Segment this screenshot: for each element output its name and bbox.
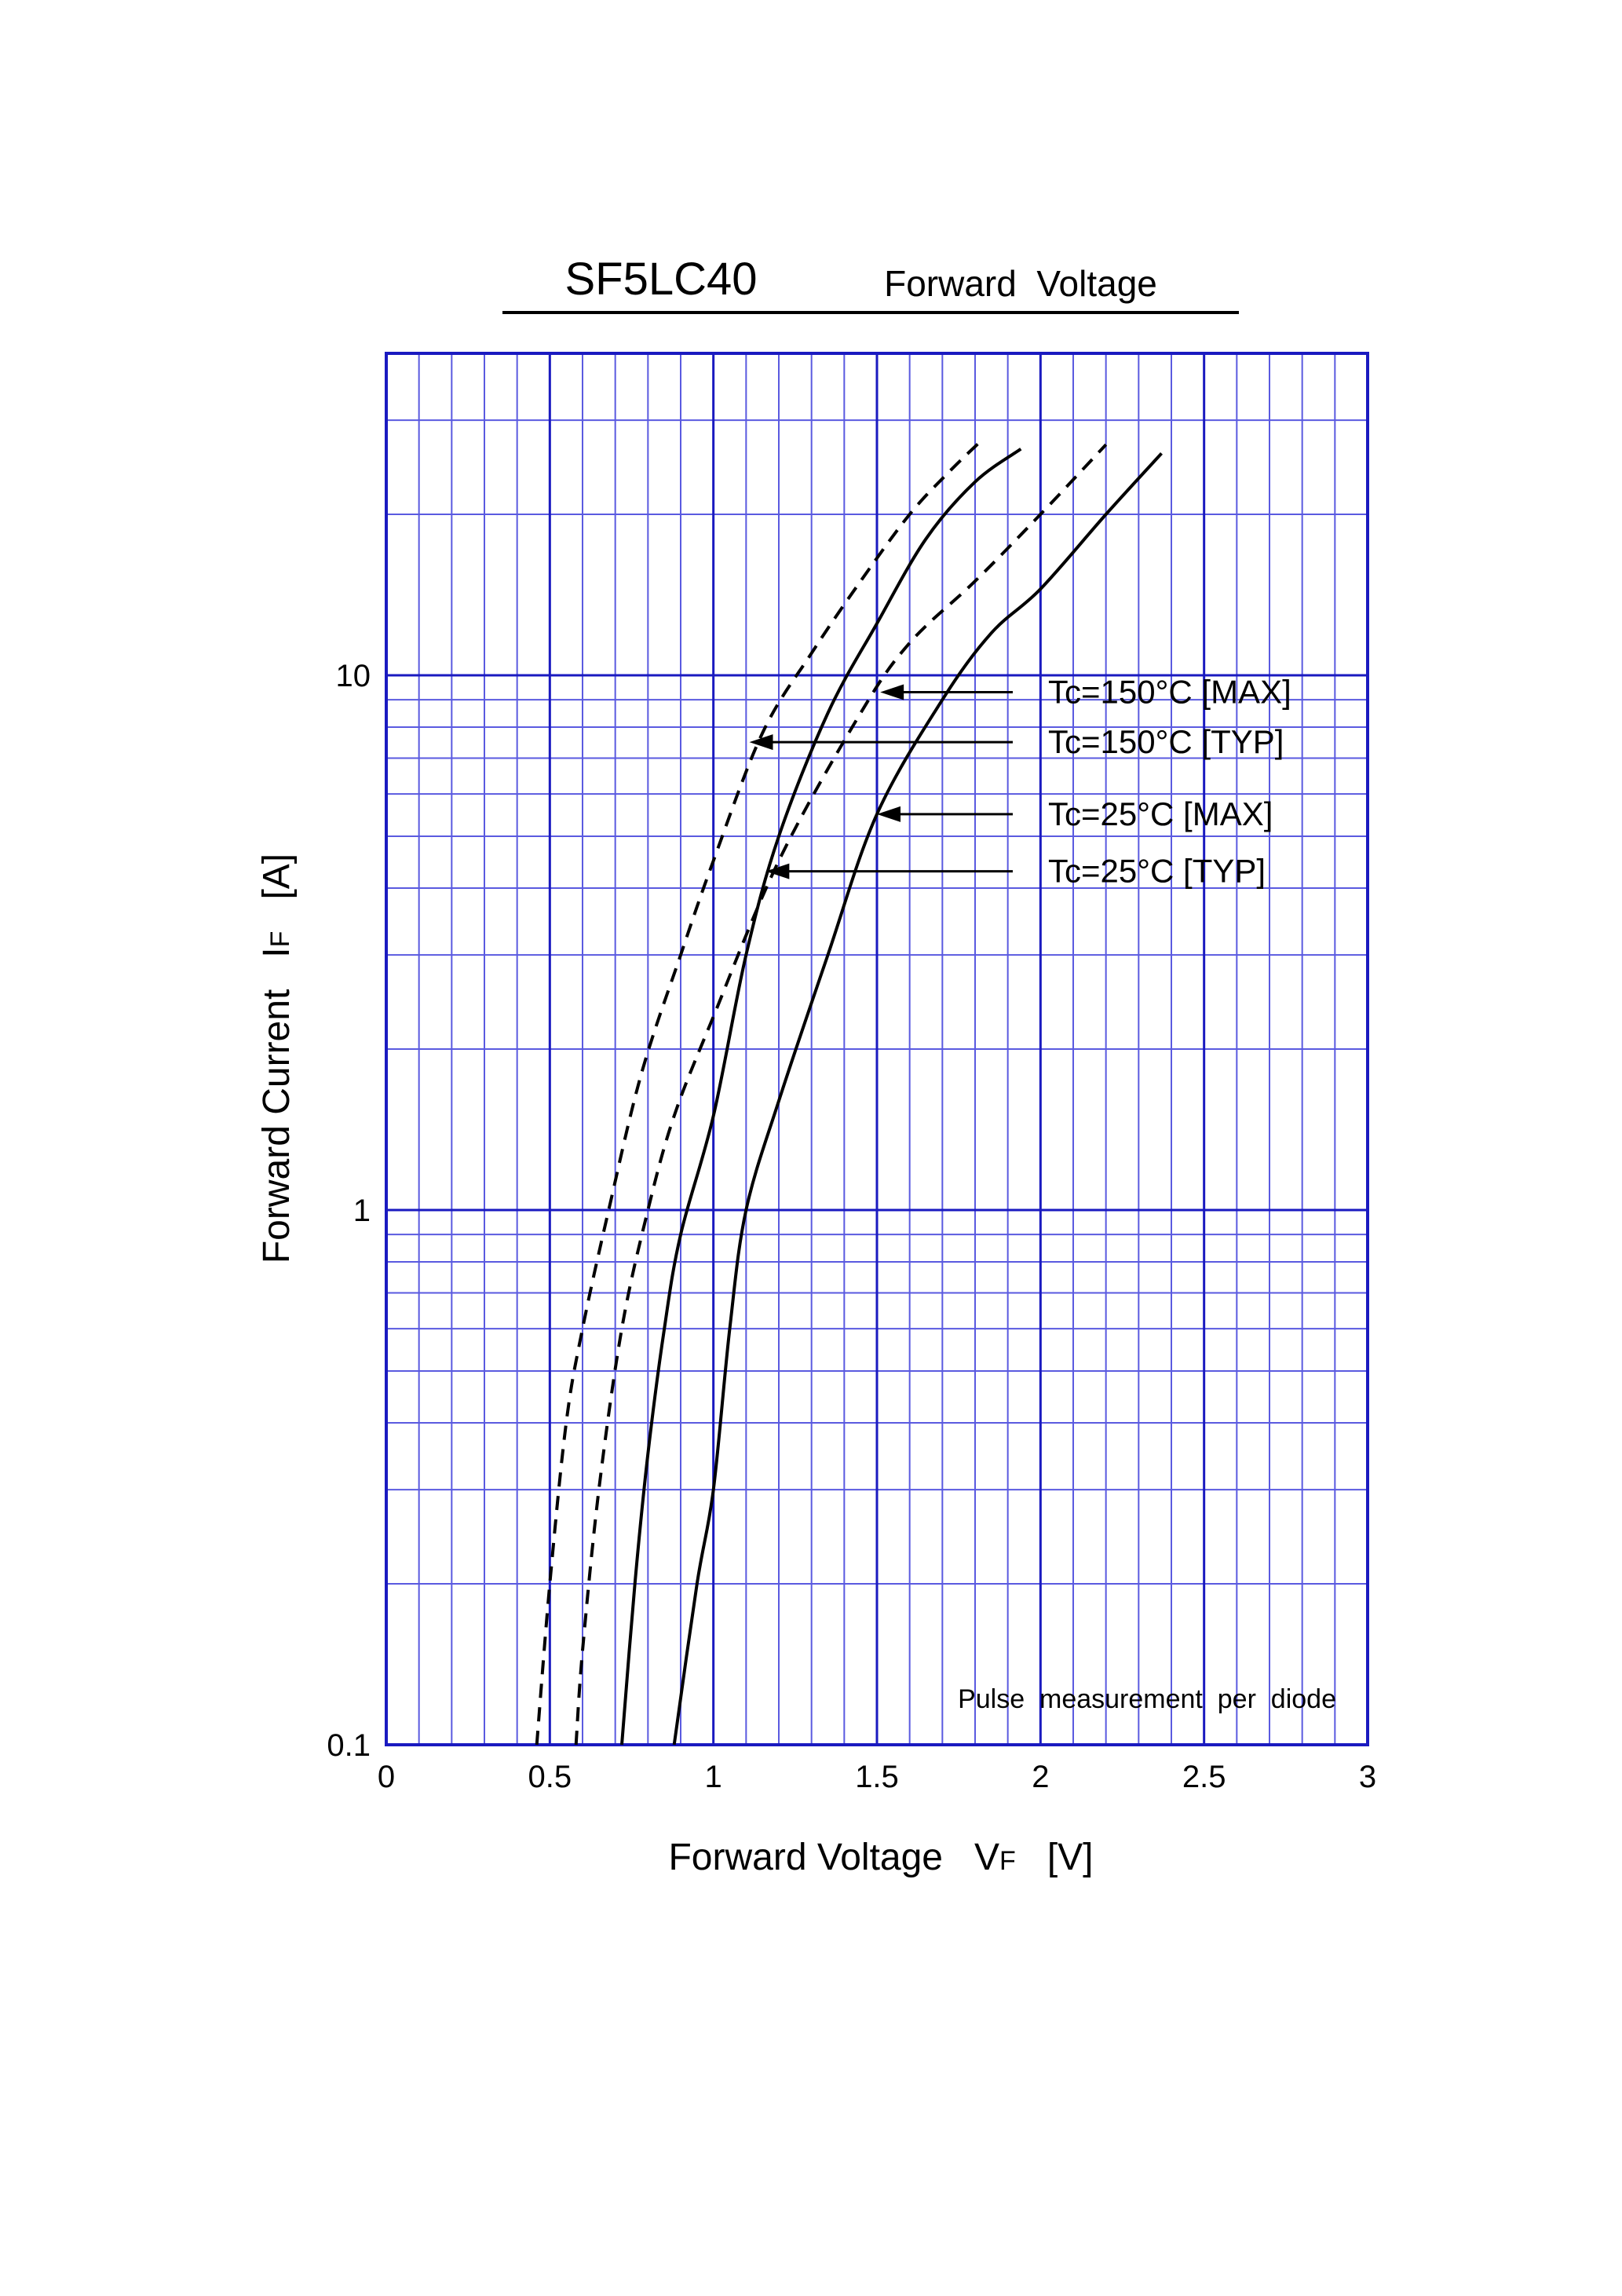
x-axis-label: Forward Voltage VF [V] [668,1837,1093,1878]
callout-arrow-head [880,684,904,700]
x-axis-unit: [V] [1047,1837,1094,1878]
y-tick-label: 10 [336,659,371,693]
y-axis-symbol: I [256,947,298,957]
series-line-tc-25-c-max [672,452,1163,1746]
series-callouts: Tc=150°C [TYP] Tc=150°C [MAX] Tc=25°C [MAX… [749,673,1291,890]
callout-arrow-head [877,806,901,822]
y-axis-subscript: F [265,931,295,948]
x-tick-label: 0.5 [528,1760,572,1794]
callout-arrow-head [749,734,773,751]
x-tick-label: 3 [1359,1760,1376,1794]
x-tick-label: 2.5 [1182,1760,1226,1794]
x-axis-subscript: F [999,1846,1016,1876]
grid-major [386,353,1368,1745]
series-line-tc-25-c-typ [620,448,1022,1746]
pulse-note: Pulse measurement per diode [958,1684,1336,1714]
x-tick-label: 1.5 [855,1760,899,1794]
series-line-tc-150-c-typ [535,439,983,1746]
y-axis-label-text: Forward Current [256,989,298,1263]
series-label: Tc=150°C [TYP] [1048,723,1284,760]
callout-arrow-head [765,863,790,879]
y-axis-label: Forward Current IF [A] [256,854,298,1263]
series-line-tc-150-c-max [574,443,1108,1746]
x-tick-label: 2 [1032,1760,1049,1794]
series-label: Tc=150°C [MAX] [1048,673,1291,710]
x-axis-symbol: V [974,1837,999,1878]
plot-frame [385,352,1369,1746]
y-axis-unit: [A] [256,854,298,900]
x-tick-label: 0 [378,1760,395,1794]
x-axis-label-text: Forward Voltage [668,1837,943,1878]
series-label: Tc=25°C [TYP] [1048,853,1266,890]
series-label: Tc=25°C [MAX] [1048,795,1273,832]
series-curves [535,439,1163,1746]
x-tick-label: 1 [705,1760,722,1794]
chart-title: SF5LC40 [564,254,757,305]
y-tick-label: 1 [353,1194,371,1228]
x-tick-labels: 0 0.5 1 1.5 2 2.5 3 [378,1760,1376,1794]
chart-subtitle: Forward Voltage [884,263,1157,304]
y-tick-label: 0.1 [327,1728,371,1763]
y-tick-labels: 0.1 1 10 [327,659,371,1763]
